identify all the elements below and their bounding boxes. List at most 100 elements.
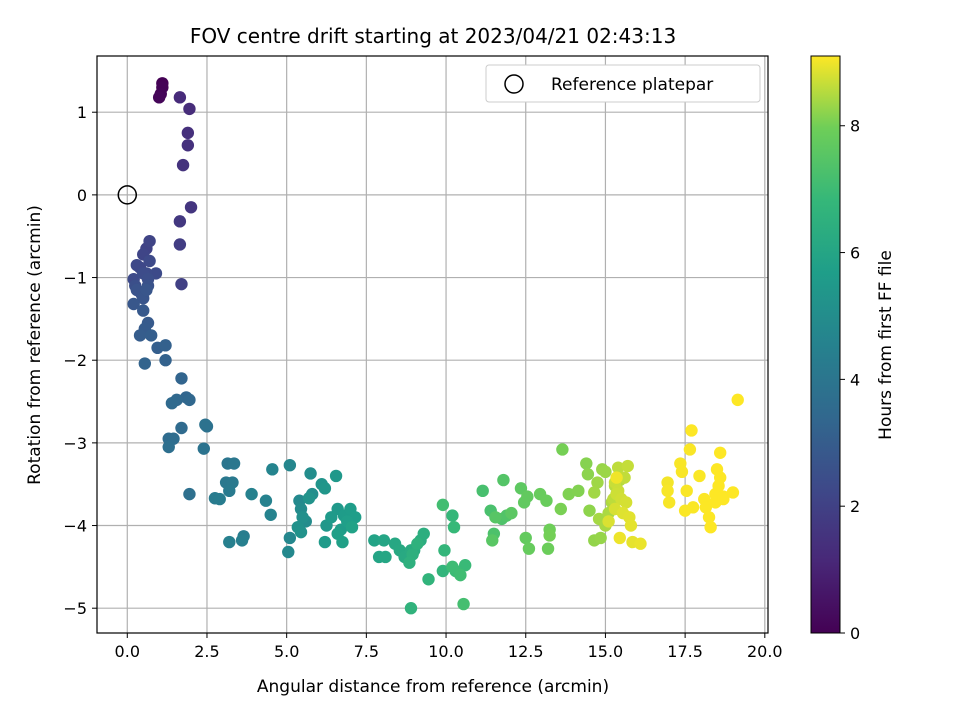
colorbar-tick-label: 0 xyxy=(850,624,860,643)
data-point xyxy=(302,492,316,505)
colorbar-gradient xyxy=(810,55,841,634)
legend-marker-icon xyxy=(504,74,524,94)
data-point xyxy=(447,520,461,534)
y-axis-ticks: −5 −4 −3 −2 −1 0 1 xyxy=(63,103,97,618)
data-point xyxy=(489,511,502,524)
data-point xyxy=(588,486,601,499)
chart-title: FOV centre drift starting at 2023/04/21 … xyxy=(190,24,676,48)
data-point xyxy=(223,535,236,549)
colorbar-tick-label: 4 xyxy=(850,370,860,389)
data-point xyxy=(318,482,332,495)
y-tick-label: −2 xyxy=(63,351,87,370)
data-point xyxy=(223,484,236,498)
data-point xyxy=(458,559,472,572)
data-point xyxy=(318,535,332,549)
data-point xyxy=(173,91,187,104)
data-point xyxy=(436,498,450,512)
y-tick-label: 0 xyxy=(77,186,87,205)
data-point xyxy=(140,283,153,297)
data-point xyxy=(259,494,273,507)
data-point xyxy=(446,509,459,522)
data-point xyxy=(336,535,349,549)
data-point xyxy=(199,418,212,431)
data-point xyxy=(522,542,536,555)
data-point xyxy=(554,502,568,516)
data-point xyxy=(486,534,499,547)
data-point xyxy=(138,357,152,370)
data-point xyxy=(541,542,555,555)
data-point xyxy=(562,487,575,501)
data-point xyxy=(133,329,147,342)
x-tick-label: 15.0 xyxy=(588,642,624,661)
data-point xyxy=(572,484,585,498)
data-point xyxy=(624,519,638,532)
data-point xyxy=(227,457,241,470)
data-point xyxy=(611,461,625,474)
data-point xyxy=(417,527,430,541)
data-point xyxy=(704,520,717,534)
colorbar-label: Hours from first FF file xyxy=(876,250,896,440)
data-point xyxy=(583,504,596,517)
data-point xyxy=(683,443,697,456)
data-point xyxy=(325,511,338,524)
x-tick-label: 20.0 xyxy=(747,642,783,661)
data-point xyxy=(686,501,700,514)
legend-entry-reference-platepar: Reference platepar xyxy=(551,75,713,95)
data-point xyxy=(680,484,693,498)
data-point xyxy=(183,102,196,116)
data-point xyxy=(296,511,309,524)
data-point xyxy=(726,486,740,499)
data-points xyxy=(127,77,744,615)
y-tick-label: −1 xyxy=(63,269,87,288)
data-point xyxy=(519,531,532,545)
colorbar: 0 2 4 6 8 Hours from first FF file xyxy=(810,55,896,643)
data-point xyxy=(368,534,381,547)
data-point xyxy=(345,520,359,534)
data-point xyxy=(379,550,392,564)
x-tick-label: 17.5 xyxy=(667,642,703,661)
data-point xyxy=(175,277,188,291)
reference-point-marker xyxy=(117,185,138,205)
data-point xyxy=(594,531,607,545)
data-point xyxy=(436,564,450,578)
data-point xyxy=(457,597,470,611)
data-point xyxy=(610,471,623,484)
data-point xyxy=(159,354,172,367)
x-tick-label: 2.5 xyxy=(194,642,219,661)
data-point xyxy=(438,544,451,557)
data-point xyxy=(283,531,297,545)
data-point xyxy=(266,463,279,476)
data-point xyxy=(613,531,626,545)
x-tick-label: 12.5 xyxy=(508,642,544,661)
data-point xyxy=(619,496,633,509)
data-point xyxy=(159,339,172,352)
data-point xyxy=(599,465,612,479)
data-point xyxy=(543,529,556,542)
data-point xyxy=(717,492,730,506)
data-point xyxy=(731,393,744,407)
data-point xyxy=(404,602,418,615)
data-point xyxy=(446,560,459,574)
y-axis-label: Rotation from reference (arcmin) xyxy=(25,205,45,485)
colorbar-tick-label: 8 xyxy=(850,117,860,136)
x-axis-ticks: 0.0 2.5 5.0 7.5 10.0 12.5 15.0 17.5 20.0 xyxy=(115,633,783,661)
data-point xyxy=(176,158,190,172)
x-tick-label: 0.0 xyxy=(115,642,140,661)
data-point xyxy=(173,215,187,228)
data-point xyxy=(162,440,175,454)
grid-lines xyxy=(97,56,768,633)
data-point xyxy=(712,479,725,493)
data-point xyxy=(675,465,689,479)
data-point xyxy=(540,494,553,507)
data-point xyxy=(197,442,210,455)
data-point xyxy=(661,484,674,498)
x-tick-label: 7.5 xyxy=(354,642,379,661)
data-point xyxy=(143,254,156,268)
data-point xyxy=(143,234,156,248)
x-axis-label: Angular distance from reference (arcmin) xyxy=(257,677,609,697)
x-tick-label: 10.0 xyxy=(428,642,464,661)
colorbar-tick-label: 6 xyxy=(850,244,860,263)
data-point xyxy=(422,573,435,586)
x-tick-label: 5.0 xyxy=(274,642,299,661)
data-point xyxy=(175,421,188,435)
